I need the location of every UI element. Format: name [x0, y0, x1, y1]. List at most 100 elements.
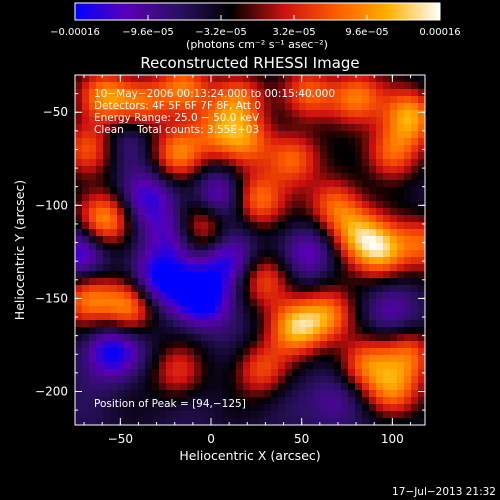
heatmap-cell — [404, 152, 412, 160]
heatmap-cell — [411, 271, 419, 279]
heatmap-cell — [187, 180, 195, 188]
heatmap-cell — [138, 320, 146, 328]
heatmap-cell — [418, 75, 425, 83]
heatmap-cell — [215, 89, 223, 97]
heatmap-cell — [397, 222, 405, 230]
heatmap-cell — [278, 334, 286, 342]
heatmap-cell — [292, 278, 300, 286]
heatmap-cell — [201, 306, 209, 314]
heatmap-cell — [306, 173, 314, 181]
heatmap-cell — [243, 390, 251, 398]
heatmap-cell — [159, 278, 167, 286]
heatmap-cell — [194, 390, 202, 398]
heatmap-cell — [404, 103, 412, 111]
heatmap-cell — [180, 110, 188, 118]
heatmap-cell — [89, 89, 97, 97]
heatmap-cell — [334, 187, 342, 195]
heatmap-cell — [411, 236, 419, 244]
heatmap-cell — [341, 180, 349, 188]
heatmap-cell — [278, 173, 286, 181]
heatmap-cell — [334, 292, 342, 300]
heatmap-cell — [201, 327, 209, 335]
heatmap-cell — [89, 271, 97, 279]
heatmap-cell — [397, 348, 405, 356]
heatmap-cell — [278, 187, 286, 195]
heatmap-cell — [404, 285, 412, 293]
heatmap-cell — [138, 383, 146, 391]
heatmap-cell — [299, 145, 307, 153]
heatmap-cell — [124, 250, 132, 258]
heatmap-cell — [278, 131, 286, 139]
heatmap-cell — [96, 320, 104, 328]
heatmap-cell — [418, 236, 425, 244]
heatmap-cell — [222, 229, 230, 237]
heatmap-cell — [390, 362, 398, 370]
heatmap-cell — [138, 369, 146, 377]
heatmap-cell — [222, 124, 230, 132]
heatmap-cell — [313, 208, 321, 216]
heatmap-cell — [306, 250, 314, 258]
heatmap-cell — [96, 89, 104, 97]
heatmap-cell — [313, 89, 321, 97]
heatmap-cell — [313, 75, 321, 83]
heatmap-cell — [103, 327, 111, 335]
heatmap-cell — [194, 229, 202, 237]
heatmap-cell — [201, 271, 209, 279]
heatmap-cell — [117, 194, 125, 202]
heatmap-cell — [103, 201, 111, 209]
heatmap-cell — [201, 355, 209, 363]
heatmap-cell — [404, 404, 412, 412]
heatmap-cell — [278, 369, 286, 377]
heatmap-cell — [194, 376, 202, 384]
heatmap-cell — [243, 82, 251, 90]
heatmap-cell — [369, 320, 377, 328]
heatmap-cell — [173, 236, 181, 244]
heatmap-cell — [208, 418, 216, 425]
heatmap-cell — [355, 75, 363, 83]
heatmap-cell — [369, 383, 377, 391]
heatmap-cell — [257, 257, 265, 265]
heatmap-cell — [152, 243, 160, 251]
heatmap-cell — [236, 292, 244, 300]
heatmap-cell — [229, 159, 237, 167]
heatmap-cell — [145, 376, 153, 384]
heatmap-cell — [82, 159, 90, 167]
heatmap-cell — [320, 292, 328, 300]
heatmap-cell — [215, 215, 223, 223]
heatmap-cell — [327, 187, 335, 195]
heatmap-cell — [201, 124, 209, 132]
heatmap-cell — [166, 82, 174, 90]
heatmap-cell — [292, 236, 300, 244]
heatmap-cell — [334, 96, 342, 104]
heatmap-cell — [173, 194, 181, 202]
heatmap-cell — [376, 397, 384, 405]
heatmap-cell — [397, 215, 405, 223]
heatmap-cell — [110, 187, 118, 195]
heatmap-cell — [264, 404, 272, 412]
heatmap-cell — [159, 341, 167, 349]
heatmap-cell — [334, 369, 342, 377]
heatmap-cell — [131, 292, 139, 300]
heatmap-cell — [145, 138, 153, 146]
heatmap-cell — [362, 180, 370, 188]
heatmap-cell — [110, 166, 118, 174]
peak-position-label: Position of Peak = [94,−125] — [94, 398, 246, 410]
heatmap-cell — [89, 138, 97, 146]
heatmap-cell — [131, 96, 139, 104]
heatmap-cell — [208, 264, 216, 272]
heatmap-cell — [292, 131, 300, 139]
heatmap-cell — [278, 180, 286, 188]
heatmap-cell — [159, 96, 167, 104]
heatmap-cell — [397, 285, 405, 293]
heatmap-cell — [152, 194, 160, 202]
colorbar — [74, 2, 441, 21]
heatmap-cell — [369, 117, 377, 125]
heatmap-cell — [110, 404, 118, 412]
heatmap-cell — [152, 383, 160, 391]
heatmap-cell — [320, 250, 328, 258]
heatmap-cell — [264, 152, 272, 160]
heatmap-cell — [390, 299, 398, 307]
heatmap-cell — [320, 215, 328, 223]
heatmap-cell — [117, 369, 125, 377]
heatmap-cell — [222, 327, 230, 335]
